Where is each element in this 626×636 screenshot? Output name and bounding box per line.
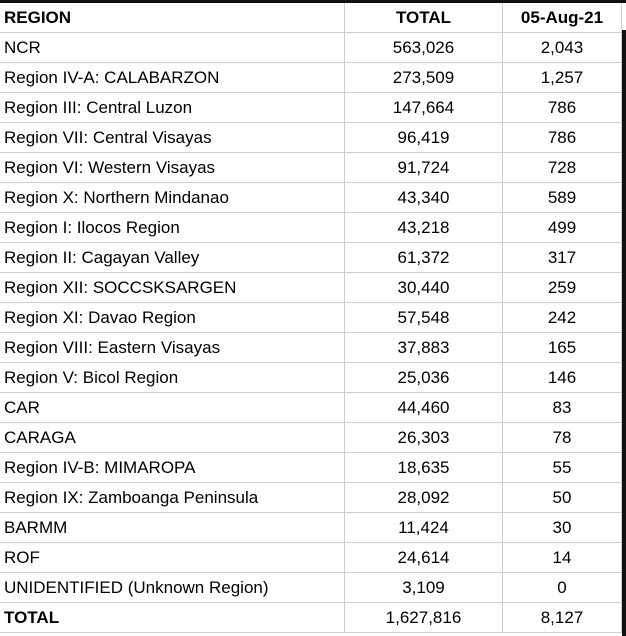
total-cell: 91,724 <box>344 152 503 183</box>
total-cell: 273,509 <box>344 62 503 93</box>
total-cell: 18,635 <box>344 452 503 483</box>
total-cell: 3,109 <box>344 572 503 603</box>
table-row: CAR 44,460 83 <box>0 392 622 423</box>
total-cell: 37,883 <box>344 332 503 363</box>
region-cell: Region XII: SOCCSKSARGEN <box>0 272 345 303</box>
total-cell: 1,627,816 <box>344 602 503 633</box>
region-cell: Region II: Cagayan Valley <box>0 242 345 273</box>
header-total: TOTAL <box>344 3 503 33</box>
region-cell: Region X: Northern Mindanao <box>0 182 345 213</box>
right-border <box>622 30 626 636</box>
region-cell: CARAGA <box>0 422 345 453</box>
date-cell: 165 <box>502 332 622 363</box>
date-cell: 55 <box>502 452 622 483</box>
region-cell: NCR <box>0 32 345 63</box>
total-cell: 61,372 <box>344 242 503 273</box>
table-row: Region IV-B: MIMAROPA 18,635 55 <box>0 452 622 483</box>
date-cell: 50 <box>502 482 622 513</box>
table-row: Region VI: Western Visayas 91,724 728 <box>0 152 622 183</box>
date-cell: 8,127 <box>502 602 622 633</box>
table-row: Region XII: SOCCSKSARGEN 30,440 259 <box>0 272 622 303</box>
total-cell: 563,026 <box>344 32 503 63</box>
table-row: Region IX: Zamboanga Peninsula 28,092 50 <box>0 482 622 513</box>
total-cell: 28,092 <box>344 482 503 513</box>
region-cases-table: REGION TOTAL 05-Aug-21 NCR 563,026 2,043 Re… <box>0 3 622 633</box>
total-cell: 11,424 <box>344 512 503 543</box>
table-row: Region VII: Central Visayas 96,419 786 <box>0 122 622 153</box>
total-row: TOTAL 1,627,816 8,127 <box>0 602 622 633</box>
date-cell: 146 <box>502 362 622 393</box>
region-cell: Region III: Central Luzon <box>0 92 345 123</box>
table-row: Region III: Central Luzon 147,664 786 <box>0 92 622 123</box>
top-border <box>0 0 626 3</box>
region-cell: TOTAL <box>0 602 345 633</box>
region-cell: Region VI: Western Visayas <box>0 152 345 183</box>
region-cell: Region IX: Zamboanga Peninsula <box>0 482 345 513</box>
total-cell: 43,340 <box>344 182 503 213</box>
total-cell: 43,218 <box>344 212 503 243</box>
date-cell: 786 <box>502 92 622 123</box>
date-cell: 78 <box>502 422 622 453</box>
total-cell: 147,664 <box>344 92 503 123</box>
total-cell: 44,460 <box>344 392 503 423</box>
total-cell: 24,614 <box>344 542 503 573</box>
table-row: UNIDENTIFIED (Unknown Region) 3,109 0 <box>0 572 622 603</box>
region-cell: Region VIII: Eastern Visayas <box>0 332 345 363</box>
region-cell: Region IV-B: MIMAROPA <box>0 452 345 483</box>
date-cell: 30 <box>502 512 622 543</box>
date-cell: 589 <box>502 182 622 213</box>
date-cell: 14 <box>502 542 622 573</box>
table-row: Region I: Ilocos Region 43,218 499 <box>0 212 622 243</box>
header-date: 05-Aug-21 <box>502 3 622 33</box>
table-row: Region II: Cagayan Valley 61,372 317 <box>0 242 622 273</box>
date-cell: 728 <box>502 152 622 183</box>
date-cell: 259 <box>502 272 622 303</box>
table-row: Region IV-A: CALABARZON 273,509 1,257 <box>0 62 622 93</box>
table-row: Region VIII: Eastern Visayas 37,883 165 <box>0 332 622 363</box>
date-cell: 317 <box>502 242 622 273</box>
total-cell: 25,036 <box>344 362 503 393</box>
region-cell: UNIDENTIFIED (Unknown Region) <box>0 572 345 603</box>
date-cell: 83 <box>502 392 622 423</box>
total-cell: 26,303 <box>344 422 503 453</box>
date-cell: 786 <box>502 122 622 153</box>
date-cell: 242 <box>502 302 622 333</box>
table-row: ROF 24,614 14 <box>0 542 622 573</box>
table-row: NCR 563,026 2,043 <box>0 32 622 63</box>
table-row: BARMM 11,424 30 <box>0 512 622 543</box>
table-row: Region XI: Davao Region 57,548 242 <box>0 302 622 333</box>
date-cell: 0 <box>502 572 622 603</box>
date-cell: 2,043 <box>502 32 622 63</box>
region-cell: Region IV-A: CALABARZON <box>0 62 345 93</box>
region-cell: Region I: Ilocos Region <box>0 212 345 243</box>
region-cell: Region XI: Davao Region <box>0 302 345 333</box>
table-row: Region V: Bicol Region 25,036 146 <box>0 362 622 393</box>
total-cell: 30,440 <box>344 272 503 303</box>
header-row: REGION TOTAL 05-Aug-21 <box>0 3 622 33</box>
date-cell: 499 <box>502 212 622 243</box>
region-cell: CAR <box>0 392 345 423</box>
header-region: REGION <box>0 3 345 33</box>
region-cell: BARMM <box>0 512 345 543</box>
table-row: CARAGA 26,303 78 <box>0 422 622 453</box>
region-cell: Region VII: Central Visayas <box>0 122 345 153</box>
total-cell: 57,548 <box>344 302 503 333</box>
date-cell: 1,257 <box>502 62 622 93</box>
region-cell: Region V: Bicol Region <box>0 362 345 393</box>
table-row: Region X: Northern Mindanao 43,340 589 <box>0 182 622 213</box>
total-cell: 96,419 <box>344 122 503 153</box>
region-cell: ROF <box>0 542 345 573</box>
